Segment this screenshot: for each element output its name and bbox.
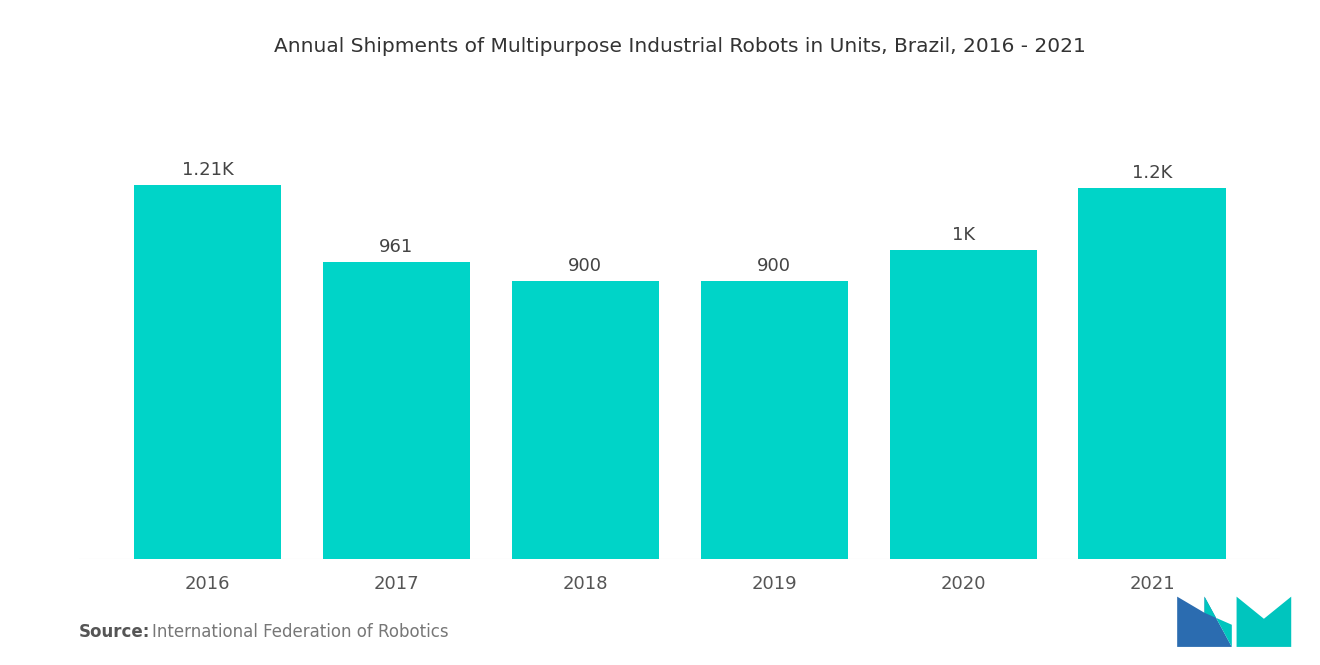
Polygon shape xyxy=(1237,597,1291,647)
Polygon shape xyxy=(1204,597,1232,647)
Bar xyxy=(512,281,659,559)
Bar xyxy=(322,262,470,559)
Text: Source:: Source: xyxy=(79,622,150,641)
Bar xyxy=(701,281,847,559)
Bar xyxy=(890,249,1038,559)
Text: International Federation of Robotics: International Federation of Robotics xyxy=(152,622,449,641)
Text: 900: 900 xyxy=(569,257,602,275)
Text: 1K: 1K xyxy=(952,226,974,244)
Title: Annual Shipments of Multipurpose Industrial Robots in Units, Brazil, 2016 - 2021: Annual Shipments of Multipurpose Industr… xyxy=(273,37,1086,56)
Polygon shape xyxy=(1177,597,1232,647)
Text: 900: 900 xyxy=(758,257,791,275)
Bar xyxy=(133,185,281,559)
Bar xyxy=(1078,188,1226,559)
Text: 1.2K: 1.2K xyxy=(1133,164,1172,182)
Text: 961: 961 xyxy=(379,238,413,256)
Text: 1.21K: 1.21K xyxy=(182,162,234,180)
